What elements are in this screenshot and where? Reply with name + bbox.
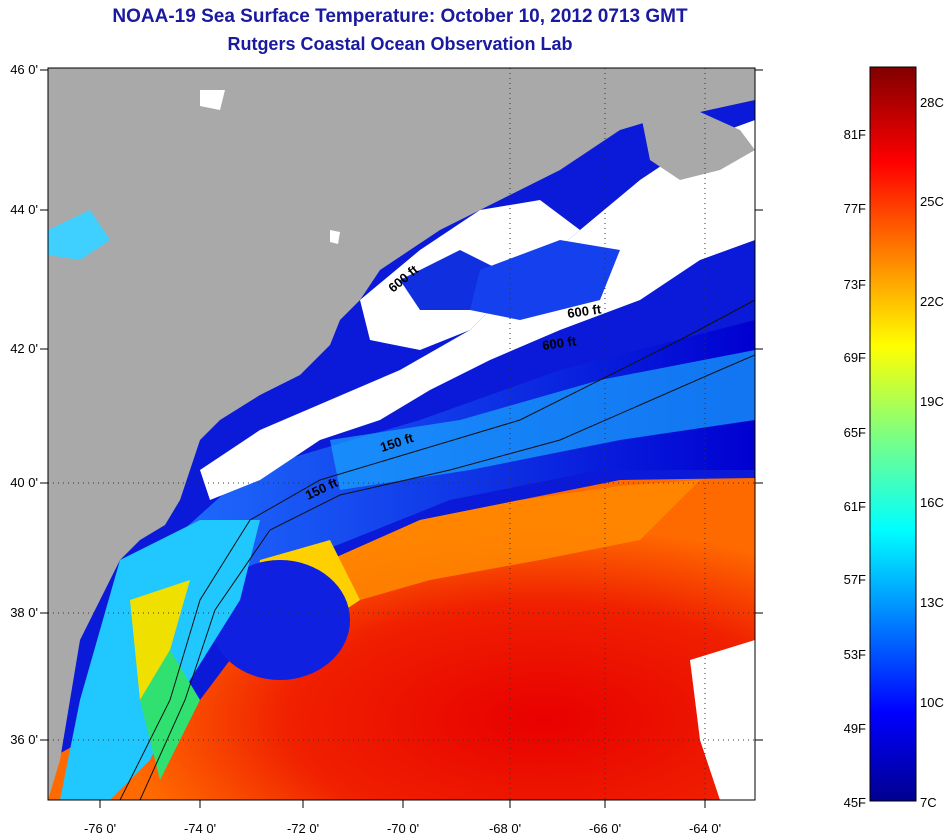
- lon-label-64: -64 0': [689, 821, 721, 836]
- cloud-cover-north: [200, 120, 755, 500]
- colorbar-f-45: 45F: [844, 795, 866, 810]
- colorbar-f-73: 73F: [844, 277, 866, 292]
- map-title: NOAA-19 Sea Surface Temperature: October…: [112, 6, 688, 27]
- colorbar-c-13: 13C: [920, 595, 944, 610]
- cloud-patch-land: [200, 90, 225, 110]
- lon-label-76: -76 0': [84, 821, 116, 836]
- sst-map[interactable]: [48, 68, 755, 800]
- lake-ontario-over: [48, 210, 110, 260]
- lat-label-38: 38 0': [10, 605, 38, 620]
- lat-label-40: 40 0': [10, 475, 38, 490]
- map-subtitle: Rutgers Coastal Ocean Observation Lab: [227, 34, 573, 54]
- lon-label-68: -68 0': [489, 821, 521, 836]
- colorbar-f-77: 77F: [844, 201, 866, 216]
- colorbar-c-16: 16C: [920, 495, 944, 510]
- lat-label-42: 42 0': [10, 341, 38, 356]
- cold-eddy: [210, 560, 350, 680]
- lon-label-72: -72 0': [287, 821, 319, 836]
- lon-label-74: -74 0': [184, 821, 216, 836]
- land-mass: [48, 68, 755, 800]
- colorbar-c-7: 7C: [920, 795, 937, 810]
- warm-gulf-stream: [48, 478, 755, 800]
- contour-label-600-b: 600 ft: [566, 301, 602, 321]
- lon-label-70: -70 0': [387, 821, 419, 836]
- lat-ticks: [40, 69, 763, 741]
- lon-label-66: -66 0': [589, 821, 621, 836]
- warm-edge-orange: [330, 480, 700, 600]
- colorbar-f-65: 65F: [844, 425, 866, 440]
- colorbar-c-25: 25C: [920, 194, 944, 209]
- lat-label-46: 46 0': [10, 62, 38, 77]
- colorbar-f-61: 61F: [844, 499, 866, 514]
- cloud-cover-southeast: [690, 640, 755, 800]
- graticule: [48, 68, 755, 800]
- nearshore-green: [140, 650, 200, 780]
- colorbar: [869, 66, 917, 802]
- contour-600ft: [139, 354, 755, 800]
- colorbar-f-57: 57F: [844, 572, 866, 587]
- lat-label-44: 44 0': [10, 202, 38, 217]
- contour-label-600-c: 600 ft: [541, 333, 577, 353]
- colorbar-f-49: 49F: [844, 721, 866, 736]
- colorbar-c-19: 19C: [920, 394, 944, 409]
- slope-cyan-band: [330, 350, 755, 490]
- cloud-patch-land-2: [330, 230, 340, 244]
- lon-ticks: [99, 800, 706, 808]
- contour-150ft: [119, 299, 755, 800]
- colorbar-f-69: 69F: [844, 350, 866, 365]
- map-frame: [47, 67, 756, 801]
- nearshore-warm: [130, 580, 190, 700]
- nova-scotia: [640, 110, 755, 180]
- colorbar-c-10: 10C: [920, 695, 944, 710]
- colorbar-f-53: 53F: [844, 647, 866, 662]
- lat-label-36: 36 0': [10, 732, 38, 747]
- colorbar-f-81: 81F: [844, 127, 866, 142]
- colorbar-c-22: 22C: [920, 294, 944, 309]
- gulf-of-maine-water-2: [470, 240, 620, 320]
- colorbar-c-28: 28C: [920, 95, 944, 110]
